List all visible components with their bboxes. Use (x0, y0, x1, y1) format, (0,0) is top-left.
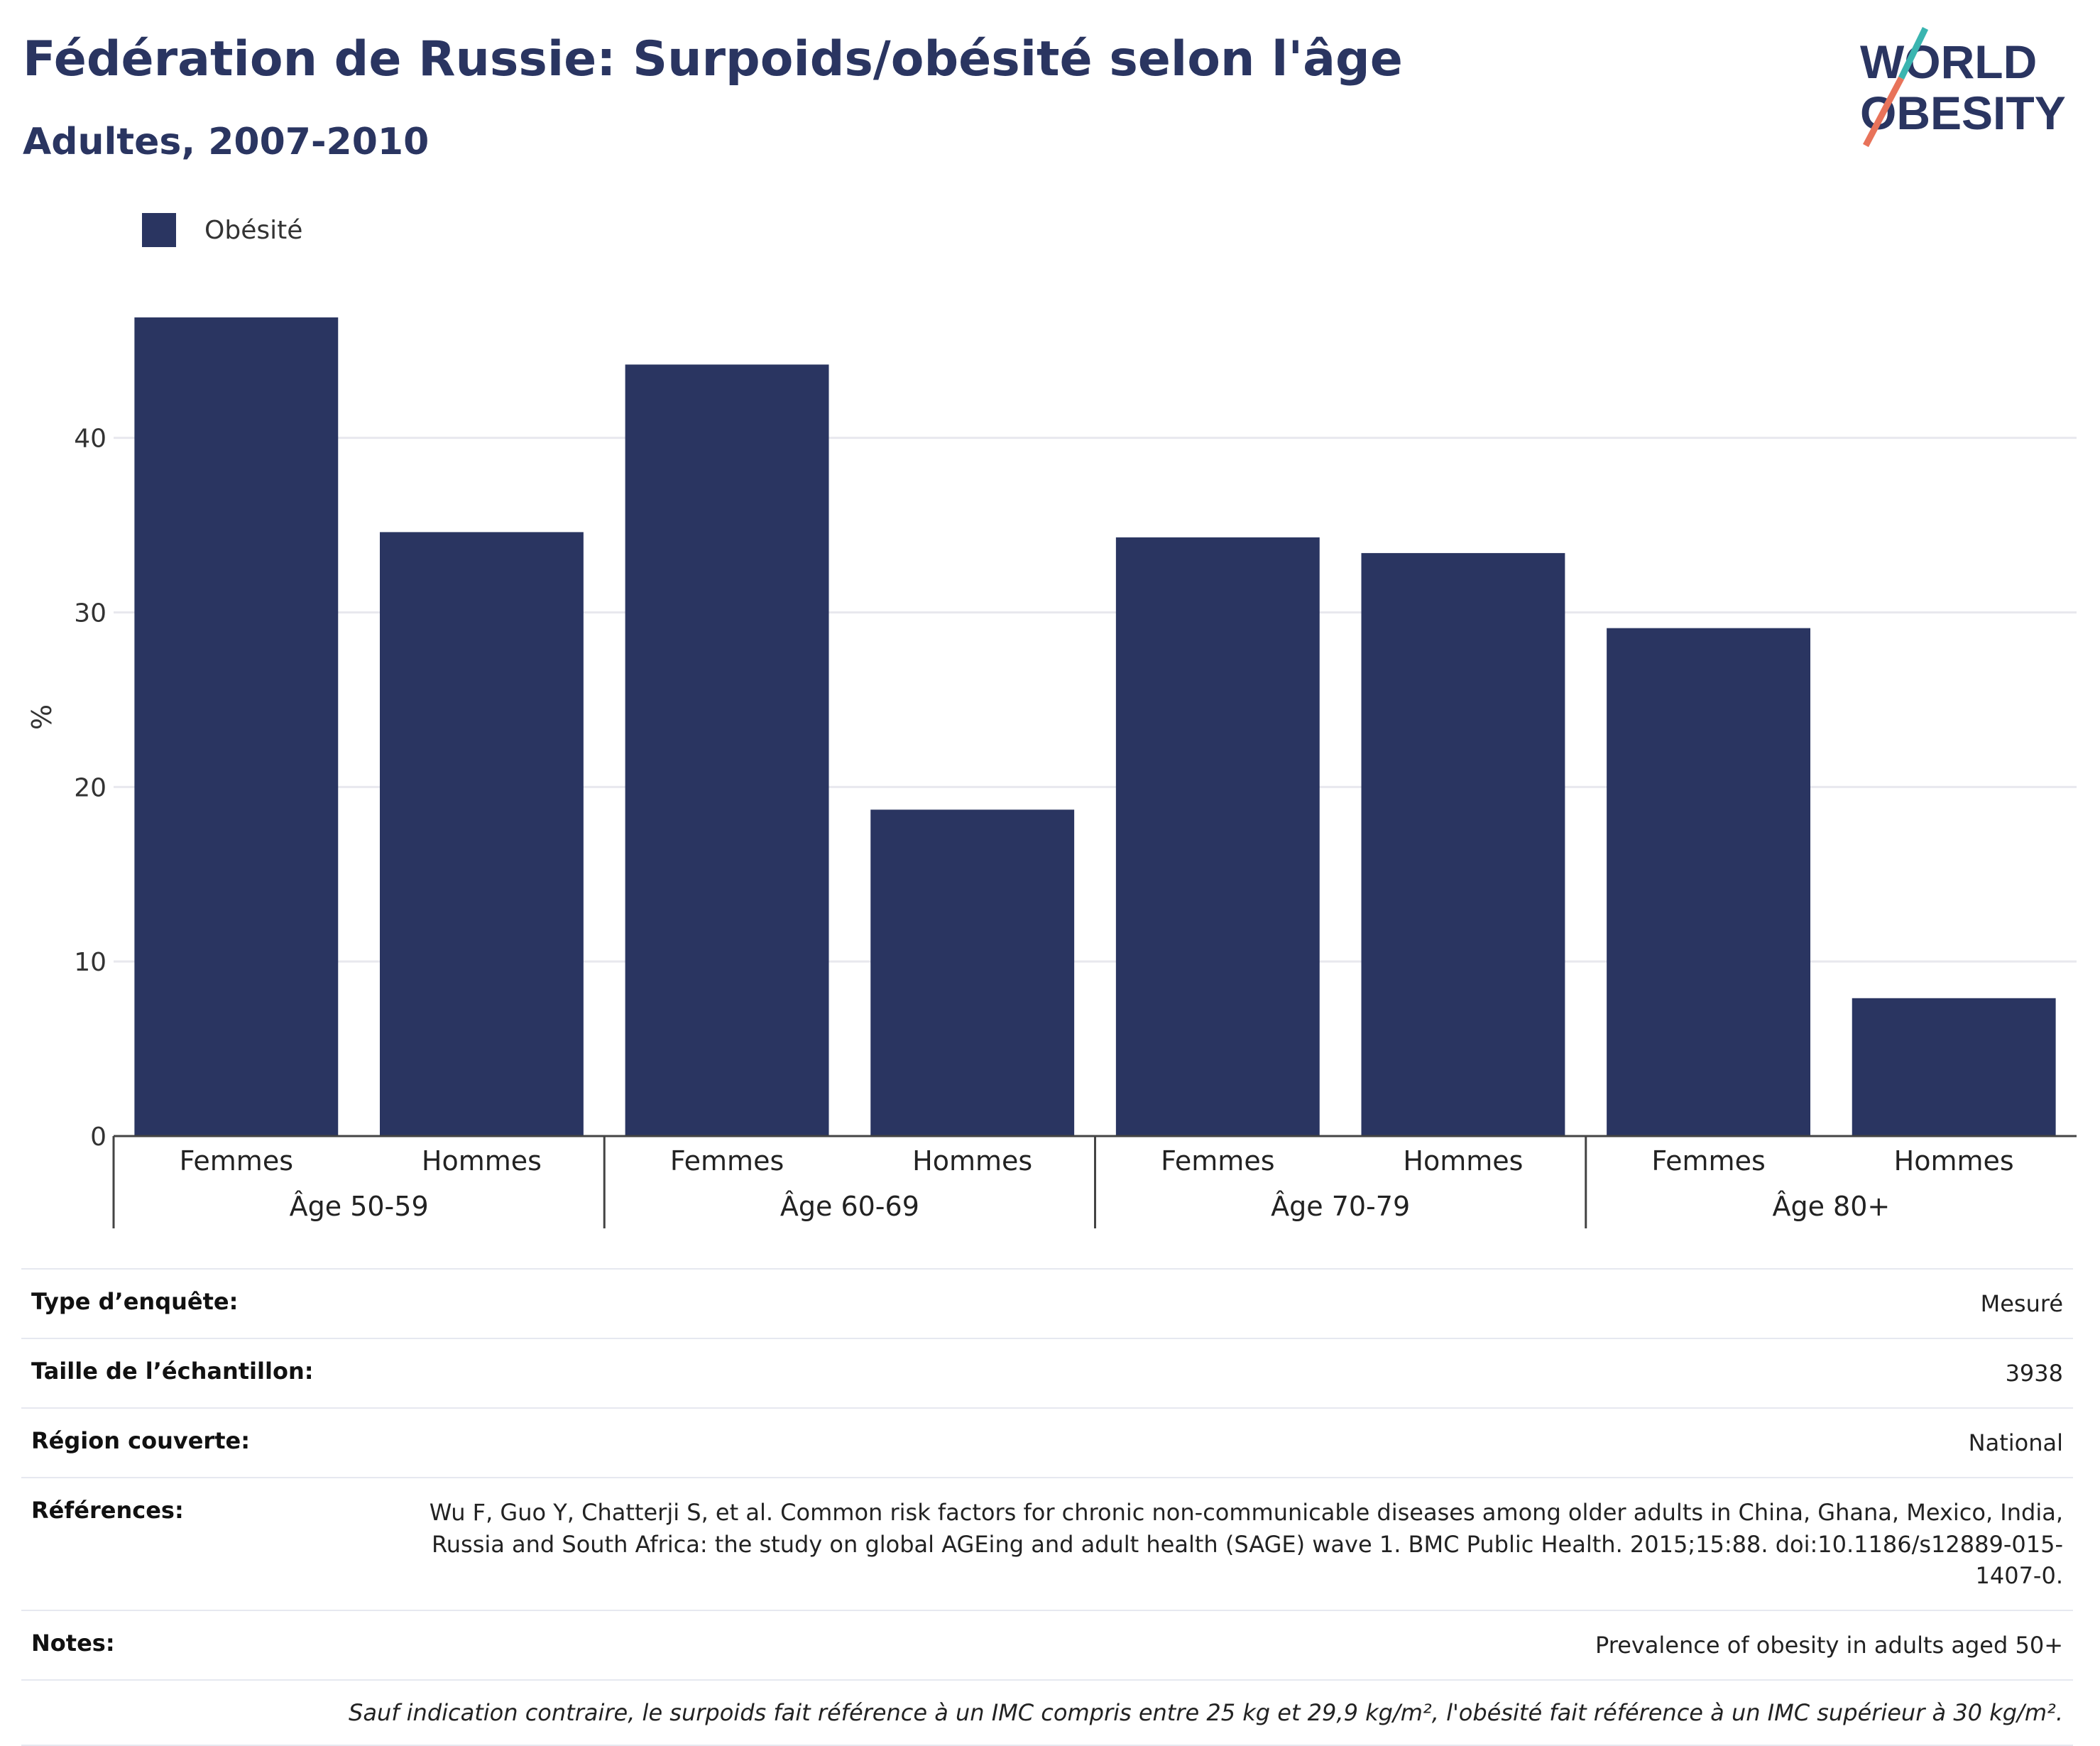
region-label: Région couverte: (21, 1407, 410, 1478)
notes-value: Prevalence of obesity in adults aged 50+ (410, 1609, 2073, 1681)
y-axis-label: % (26, 704, 58, 730)
bar (134, 317, 339, 1137)
chart-subtitle: Adultes, 2007-2010 (23, 121, 430, 163)
x-category-label: Hommes (1403, 1145, 1523, 1177)
x-group-label: Âge 50-59 (290, 1191, 429, 1222)
survey-type-label: Type d’enquête: (21, 1267, 410, 1339)
info-row-sample-size: Taille de l’échantillon: 3938 (21, 1338, 2073, 1409)
bar (1607, 628, 1810, 1136)
x-category-label: Femmes (1651, 1145, 1765, 1177)
x-category-label: Hommes (422, 1145, 542, 1177)
sample-size-label: Taille de l’échantillon: (21, 1338, 410, 1409)
x-category-label: Hommes (912, 1145, 1032, 1177)
survey-type-value: Mesuré (410, 1267, 2073, 1339)
references-label: Références: (21, 1477, 410, 1610)
bar (1852, 998, 2056, 1136)
info-row-footnote: Sauf indication contraire, le surpoids f… (21, 1679, 2073, 1746)
y-tick-label: 30 (74, 599, 106, 628)
x-group-label: Âge 60-69 (780, 1191, 919, 1222)
world-obesity-logo: WORLD OBESITY (1860, 27, 2066, 148)
sample-size-value: 3938 (410, 1338, 2073, 1409)
x-category-label: Femmes (1161, 1145, 1274, 1177)
chart-title: Fédération de Russie: Surpoids/obésité s… (23, 31, 1403, 87)
bar-chart: 0 10 20 30 40% Femmes Hommes Âge 50-59 Femmes Hom… (26, 317, 2077, 1228)
info-row-region: Région couverte: National (21, 1407, 2073, 1478)
svg-text:WORLD: WORLD (1860, 36, 2037, 88)
info-row-references: Références: Wu F, Guo Y, Chatterji S, et… (21, 1477, 2073, 1610)
info-table: Type d’enquête: Mesuré Taille de l’échan… (21, 1267, 2073, 1746)
x-category-label: Femmes (670, 1145, 784, 1177)
x-category-label: Hommes (1894, 1145, 2014, 1177)
x-category-label: Femmes (180, 1145, 293, 1177)
notes-label: Notes: (21, 1609, 410, 1681)
y-tick-label: 20 (74, 773, 106, 802)
bar (870, 809, 1075, 1136)
y-tick-label: 0 (90, 1123, 106, 1152)
info-row-survey-type: Type d’enquête: Mesuré (21, 1267, 2073, 1339)
bar (1361, 552, 1565, 1136)
y-tick-label: 10 (74, 948, 106, 977)
y-tick-label: 40 (74, 425, 106, 454)
bar (625, 364, 829, 1136)
legend-label-obesite: Obésité (204, 215, 303, 245)
x-group-label: Âge 70-79 (1271, 1191, 1410, 1222)
bar (380, 532, 584, 1136)
legend-swatch-obesite (142, 213, 176, 247)
references-value: Wu F, Guo Y, Chatterji S, et al. Common … (410, 1477, 2073, 1610)
info-row-notes: Notes: Prevalence of obesity in adults a… (21, 1609, 2073, 1681)
bar (1115, 537, 1320, 1136)
footnote: Sauf indication contraire, le surpoids f… (21, 1679, 2073, 1746)
chart-legend: Obésité (142, 213, 302, 247)
x-group-label: Âge 80+ (1772, 1191, 1890, 1222)
region-value: National (410, 1407, 2073, 1478)
